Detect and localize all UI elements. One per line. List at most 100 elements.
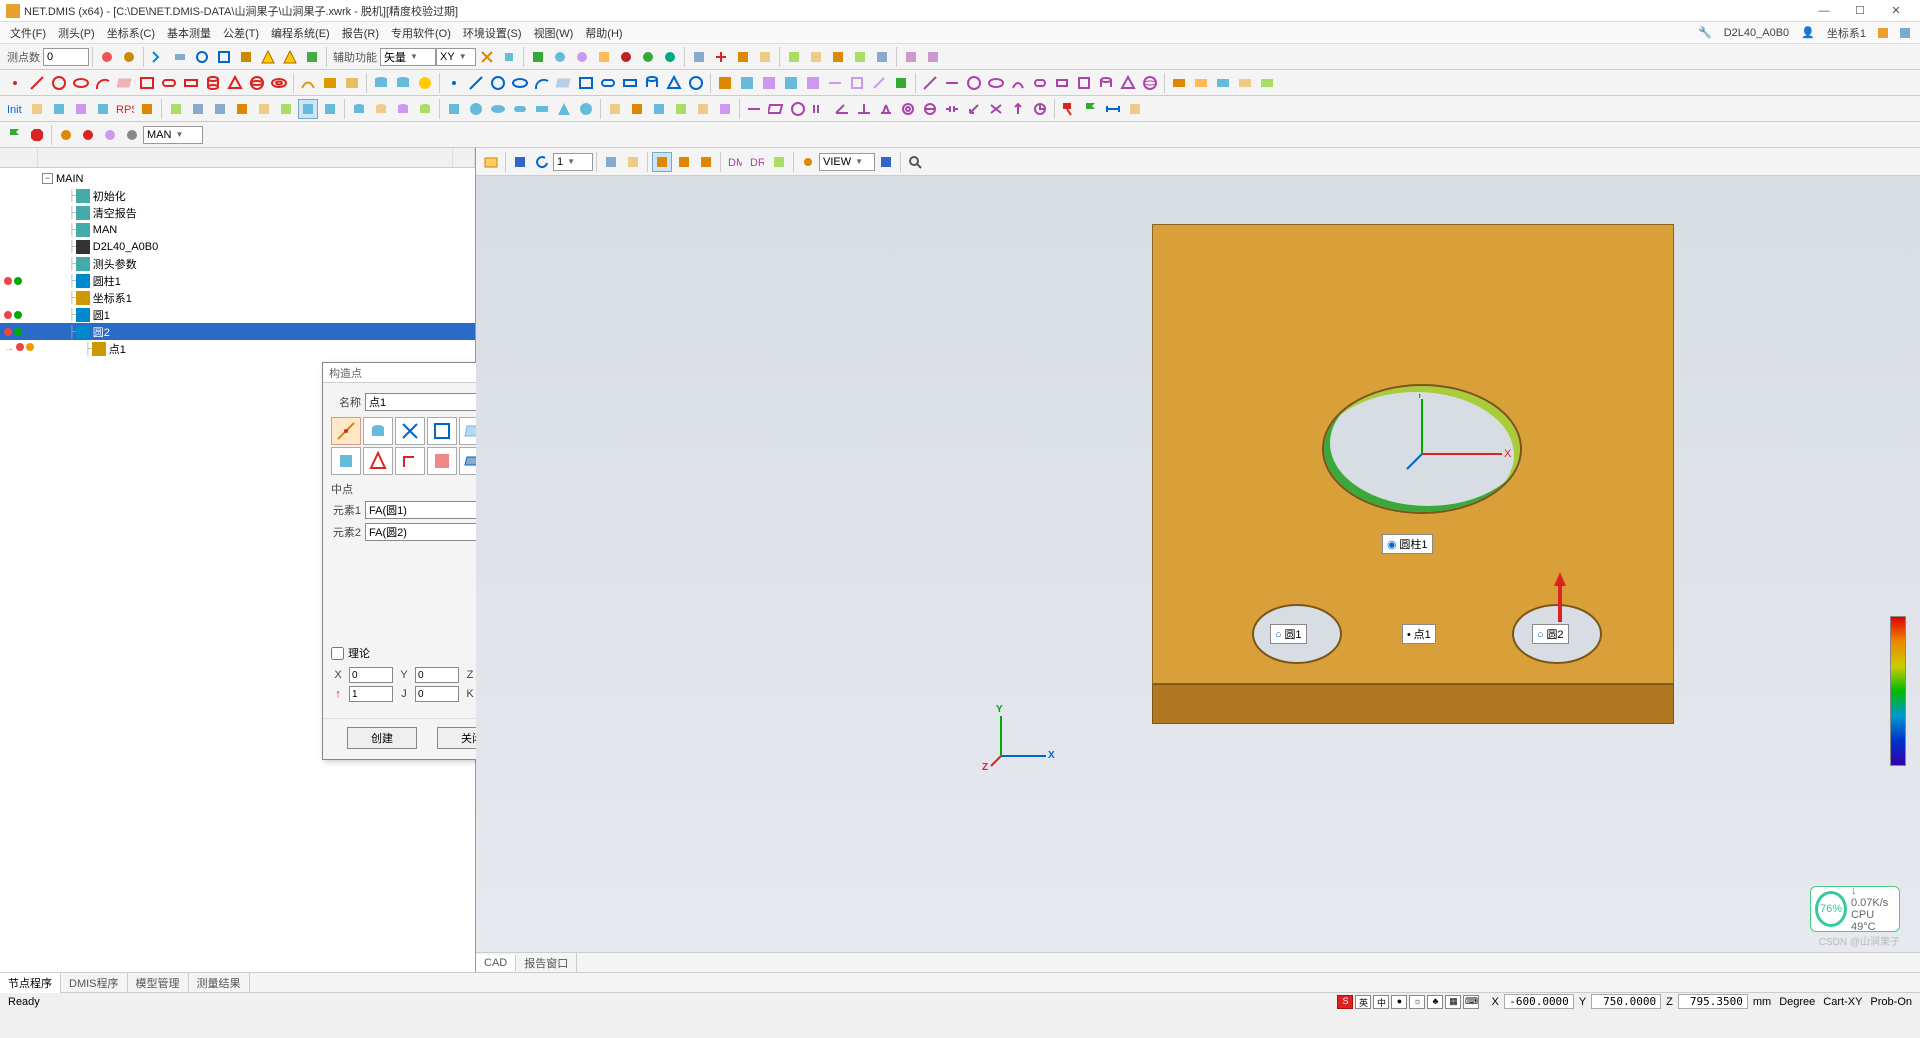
tb1-r-11[interactable] [755, 47, 775, 67]
tb2-t1-icon[interactable] [920, 73, 940, 93]
ime-lang[interactable]: 英 [1355, 995, 1371, 1009]
tb2-c-ellipse-icon[interactable] [510, 73, 530, 93]
close-button[interactable]: ✕ [1878, 1, 1914, 21]
menu-cs[interactable]: 坐标系(C) [101, 23, 161, 43]
vt-i4[interactable] [674, 152, 694, 172]
tb3-db3[interactable] [393, 99, 413, 119]
tb3-flag-icon[interactable] [1081, 99, 1101, 119]
tb1-r-8[interactable] [689, 47, 709, 67]
maximize-button[interactable]: ☐ [1842, 1, 1878, 21]
tb3-i3[interactable] [71, 99, 91, 119]
cad-viewport[interactable]: X Y ◉ 圆柱1 ○ 圆1 • 点1 ○ 圆2 X Y Z 76% ↓ [476, 176, 1920, 952]
bottom-tab-result[interactable]: 测量结果 [189, 973, 250, 993]
tree-item-4[interactable]: ├ 测头参数 [0, 255, 475, 272]
tb1-r-17[interactable] [901, 47, 921, 67]
expand-icon[interactable]: − [42, 173, 53, 184]
vt-zoom-icon[interactable] [905, 152, 925, 172]
ime-k1[interactable]: 中 [1373, 995, 1389, 1009]
tb2-surf-icon[interactable] [320, 73, 340, 93]
tb3-s2[interactable] [466, 99, 486, 119]
tb3-i12-active[interactable] [298, 99, 318, 119]
tb3-s3[interactable] [488, 99, 508, 119]
tb3-gdt-6[interactable] [854, 99, 874, 119]
tb2-line-icon[interactable] [27, 73, 47, 93]
vt-gear-icon[interactable] [798, 152, 818, 172]
vt-i6[interactable] [769, 152, 789, 172]
tb3-r1[interactable] [605, 99, 625, 119]
tb3-s5[interactable] [532, 99, 552, 119]
ime-k3[interactable]: ☼ [1409, 995, 1425, 1009]
ime-k2[interactable]: ● [1391, 995, 1407, 1009]
vt-i5[interactable] [696, 152, 716, 172]
tb2-c-plane-icon[interactable] [554, 73, 574, 93]
tree-item-8[interactable]: ├ 圆2 [0, 323, 475, 340]
tb3-s1[interactable] [444, 99, 464, 119]
tb2-c-line-icon[interactable] [466, 73, 486, 93]
ime-k6[interactable]: ⌨ [1463, 995, 1479, 1009]
tb2-curve-icon[interactable] [298, 73, 318, 93]
dlg-method-8[interactable] [363, 447, 393, 475]
tb2-t8-icon[interactable] [1074, 73, 1094, 93]
dlg-method-4[interactable] [427, 417, 457, 445]
tb2-e4-icon[interactable] [1235, 73, 1255, 93]
tb3-s6[interactable] [554, 99, 574, 119]
tb2-c-rect-icon[interactable] [576, 73, 596, 93]
vt-undo-icon[interactable] [532, 152, 552, 172]
tb2-e5-icon[interactable] [1257, 73, 1277, 93]
tb3-r4[interactable] [671, 99, 691, 119]
tb1-r-6[interactable] [638, 47, 658, 67]
tb3-i9[interactable] [232, 99, 252, 119]
tree-root[interactable]: − MAIN [0, 170, 475, 187]
tb1-r-1[interactable] [528, 47, 548, 67]
tb1-icon-7[interactable] [258, 47, 278, 67]
label-cylinder1[interactable]: ◉ 圆柱1 [1382, 534, 1433, 554]
dlg-y[interactable] [415, 667, 459, 683]
tb3-db2[interactable] [371, 99, 391, 119]
tb1-cs-icon-2[interactable] [499, 47, 519, 67]
tb2-rslot-icon[interactable] [181, 73, 201, 93]
mode-combo[interactable]: MAN▼ [143, 126, 203, 144]
tb3-db4[interactable] [415, 99, 435, 119]
tree-item-3[interactable]: ├ D2L40_A0B0 [0, 238, 475, 255]
tb1-r-18[interactable] [923, 47, 943, 67]
menu-report[interactable]: 报告(R) [336, 23, 385, 43]
tb2-db2-icon[interactable] [393, 73, 413, 93]
tb1-icon-8[interactable] [280, 47, 300, 67]
tree-item-5[interactable]: ├ 圆柱1 [0, 272, 475, 289]
menu-measure[interactable]: 基本测量 [161, 23, 217, 43]
tb3-i1[interactable] [27, 99, 47, 119]
tb2-m1-icon[interactable] [715, 73, 735, 93]
vt-i1[interactable] [601, 152, 621, 172]
mode-i4[interactable] [122, 125, 142, 145]
vt-dm1-icon[interactable]: DM [725, 152, 745, 172]
menu-view[interactable]: 视图(W) [528, 23, 580, 43]
menu-program[interactable]: 编程系统(E) [265, 23, 336, 43]
tb3-i5[interactable] [137, 99, 157, 119]
menu-file[interactable]: 文件(F) [4, 23, 52, 43]
menu-env[interactable]: 环境设置(S) [457, 23, 528, 43]
tb2-surf2-icon[interactable] [342, 73, 362, 93]
ime-k5[interactable]: ▦ [1445, 995, 1461, 1009]
tb3-gdt-14[interactable] [1030, 99, 1050, 119]
tb2-t2-icon[interactable] [942, 73, 962, 93]
tb2-m9-icon[interactable] [891, 73, 911, 93]
tb2-m3-icon[interactable] [759, 73, 779, 93]
tb3-gdt-9[interactable] [920, 99, 940, 119]
tb2-c-arc-icon[interactable] [532, 73, 552, 93]
tb2-circle-icon[interactable] [49, 73, 69, 93]
tb2-warn-icon[interactable] [415, 73, 435, 93]
mode-i3[interactable] [100, 125, 120, 145]
tb2-t6-icon[interactable] [1030, 73, 1050, 93]
tb3-i11[interactable] [276, 99, 296, 119]
tree-item-2[interactable]: ├ MAN [0, 221, 475, 238]
tb2-m8-icon[interactable] [869, 73, 889, 93]
vt-save-icon[interactable] [510, 152, 530, 172]
tb1-r-13[interactable] [806, 47, 826, 67]
tb1-icon-5[interactable] [214, 47, 234, 67]
tb2-t9-icon[interactable] [1096, 73, 1116, 93]
tb3-rps-icon[interactable]: RPS [115, 99, 135, 119]
vt-open-icon[interactable] [481, 152, 501, 172]
bottom-tab-nodes[interactable]: 节点程序 [0, 973, 61, 993]
tb2-ellipse-icon[interactable] [71, 73, 91, 93]
tb3-s7[interactable] [576, 99, 596, 119]
